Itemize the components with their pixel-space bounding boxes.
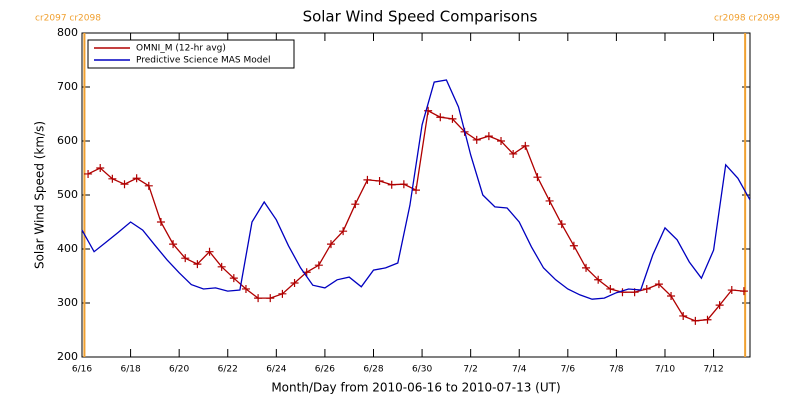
point-marker bbox=[84, 169, 93, 178]
x-tick-label: 7/4 bbox=[512, 365, 527, 375]
x-tick-label: 7/2 bbox=[463, 365, 477, 375]
point-marker bbox=[557, 220, 566, 229]
point-marker bbox=[132, 174, 141, 183]
point-marker bbox=[606, 284, 615, 293]
point-marker bbox=[229, 274, 238, 283]
x-tick-label: 7/6 bbox=[561, 365, 576, 375]
point-marker bbox=[533, 173, 542, 182]
x-tick-label: 6/30 bbox=[412, 365, 432, 375]
x-tick-label: 6/20 bbox=[169, 365, 189, 375]
point-marker bbox=[484, 132, 493, 141]
point-marker bbox=[96, 164, 105, 172]
point-marker bbox=[412, 186, 420, 195]
point-marker bbox=[521, 141, 530, 150]
point-marker bbox=[703, 315, 712, 324]
point-marker bbox=[326, 240, 335, 249]
point-marker bbox=[472, 135, 481, 144]
point-marker bbox=[654, 280, 663, 289]
point-marker bbox=[241, 284, 250, 293]
y-tick-label: 300 bbox=[57, 296, 78, 309]
y-tick-label: 200 bbox=[57, 350, 78, 363]
y-tick-label: 700 bbox=[57, 80, 78, 93]
point-marker bbox=[667, 291, 676, 300]
point-marker bbox=[387, 180, 396, 189]
point-marker bbox=[314, 261, 323, 270]
point-marker bbox=[351, 200, 360, 209]
point-marker bbox=[727, 286, 736, 295]
point-marker bbox=[497, 137, 506, 145]
point-marker bbox=[120, 180, 129, 189]
point-marker bbox=[448, 114, 457, 123]
point-marker bbox=[679, 311, 688, 320]
x-axis-label: Month/Day from 2010-06-16 to 2010-07-13 … bbox=[271, 381, 560, 395]
y-axis-label: Solar Wind Speed (km/s) bbox=[33, 121, 47, 269]
x-tick-label: 7/10 bbox=[655, 365, 675, 375]
x-tick-label: 6/28 bbox=[363, 365, 383, 375]
point-marker bbox=[569, 241, 578, 250]
point-marker bbox=[254, 294, 263, 303]
point-marker bbox=[266, 294, 275, 303]
y-tick-label: 600 bbox=[57, 134, 78, 147]
point-marker bbox=[715, 301, 724, 310]
point-marker bbox=[594, 275, 603, 284]
x-tick-label: 6/18 bbox=[120, 365, 140, 375]
x-tick-label: 7/8 bbox=[609, 365, 624, 375]
point-marker bbox=[436, 113, 445, 122]
point-marker bbox=[217, 262, 226, 271]
chart-title: Solar Wind Speed Comparisons bbox=[303, 8, 538, 26]
annotation: cr2098 cr2099 bbox=[714, 14, 780, 24]
point-marker bbox=[181, 254, 190, 263]
point-marker bbox=[582, 263, 591, 272]
x-tick-label: 7/12 bbox=[703, 365, 723, 375]
plot-frame bbox=[81, 32, 751, 358]
series-line bbox=[81, 79, 751, 300]
annotation: cr2097 cr2098 bbox=[35, 14, 101, 24]
y-tick-label: 500 bbox=[57, 188, 78, 201]
y-tick-label: 800 bbox=[57, 26, 78, 39]
point-marker bbox=[290, 279, 299, 288]
point-marker bbox=[169, 240, 178, 249]
legend-label: OMNI_M (12-hr avg) bbox=[136, 44, 226, 54]
point-marker bbox=[205, 247, 214, 256]
point-marker bbox=[545, 196, 554, 205]
point-marker bbox=[144, 181, 153, 190]
x-tick-label: 6/22 bbox=[218, 365, 238, 375]
x-tick-label: 6/24 bbox=[266, 365, 286, 375]
point-marker bbox=[509, 149, 518, 158]
point-marker bbox=[156, 218, 165, 226]
point-marker bbox=[399, 180, 408, 189]
point-marker bbox=[375, 176, 384, 185]
point-marker bbox=[363, 175, 372, 184]
point-marker bbox=[339, 227, 348, 236]
legend-box bbox=[87, 39, 295, 69]
x-tick-label: 6/26 bbox=[315, 365, 335, 375]
point-marker bbox=[642, 284, 651, 293]
y-tick-label: 400 bbox=[57, 242, 78, 255]
x-tick-label: 6/16 bbox=[72, 365, 92, 375]
point-marker bbox=[739, 287, 748, 296]
point-marker bbox=[193, 260, 202, 269]
point-marker bbox=[691, 316, 700, 325]
legend-label: Predictive Science MAS Model bbox=[136, 56, 271, 66]
point-marker bbox=[108, 174, 117, 183]
point-marker bbox=[278, 289, 287, 298]
